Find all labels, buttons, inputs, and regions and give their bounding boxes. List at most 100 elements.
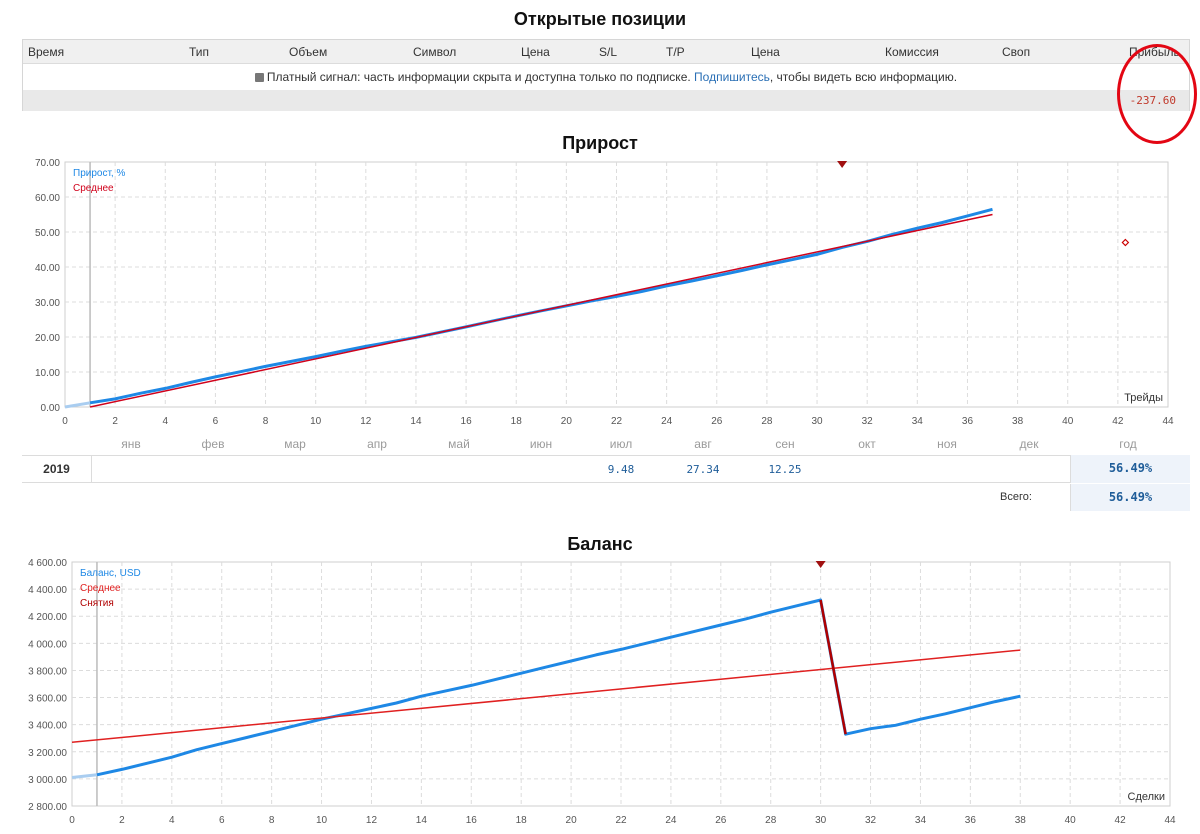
x-tick-label: 26: [711, 416, 723, 427]
value-sep: 12.25: [768, 463, 802, 476]
x-tick-label: 14: [416, 815, 428, 826]
red-circle-annotation: [1117, 44, 1197, 144]
y-tick-label: 3 600.00: [28, 694, 67, 705]
x-tick-label: 42: [1112, 416, 1124, 427]
col-commission[interactable]: Комиссия: [885, 45, 939, 59]
y-tick-label: 50.00: [35, 228, 60, 239]
month-nov: ноя: [937, 437, 957, 451]
x-tick-label: 0: [62, 416, 68, 427]
value-jul: 9.48: [607, 463, 635, 476]
x-tick-label: 28: [761, 416, 773, 427]
series-line: [71, 649, 1021, 744]
y-tick-label: 3 200.00: [28, 748, 67, 759]
series-line: [819, 599, 847, 735]
value-aug: 27.34: [686, 463, 720, 476]
legend-entry: Снятия: [80, 598, 114, 609]
month-jul: июл: [609, 437, 633, 451]
col-swap[interactable]: Своп: [1002, 45, 1031, 59]
series-line: [96, 598, 1021, 777]
month-jan: янв: [121, 437, 141, 451]
grand-total-cell: 56.49%: [1070, 484, 1190, 511]
x-tick-label: 10: [316, 815, 328, 826]
growth-title: Прирост: [562, 133, 638, 153]
month-dec: дек: [1019, 437, 1039, 451]
x-tick-label: 18: [516, 815, 528, 826]
month-jun: июн: [529, 437, 553, 451]
x-tick-label: 36: [965, 815, 977, 826]
x-tick-label: 36: [962, 416, 974, 427]
x-tick-label: 4: [169, 815, 175, 826]
col-symbol[interactable]: Символ: [413, 45, 457, 59]
series-line-start: [71, 773, 98, 779]
x-tick-label: 14: [410, 416, 422, 427]
x-tick-label: 2: [112, 416, 118, 427]
notice-text: Платный сигнал: часть информации скрыта …: [266, 70, 695, 84]
x-tick-label: 16: [466, 815, 478, 826]
x-tick-label: 22: [615, 815, 627, 826]
positions-total-row: -237.60: [23, 90, 1189, 111]
col-tp[interactable]: T/P: [666, 45, 685, 59]
month-apr: апр: [367, 437, 387, 451]
y-tick-label: 0.00: [41, 403, 61, 414]
subscribe-link[interactable]: Подпишитесь: [694, 70, 770, 84]
y-tick-label: 3 000.00: [28, 775, 67, 786]
y-tick-label: 2 800.00: [28, 802, 67, 813]
x-tick-label: 4: [162, 416, 168, 427]
lock-icon: [254, 73, 264, 82]
grand-total-value: 56.49%: [1108, 490, 1153, 504]
y-tick-label: 40.00: [35, 263, 60, 274]
col-sl[interactable]: S/L: [599, 45, 618, 59]
y-tick-label: 10.00: [35, 368, 60, 379]
paid-signal-notice: Платный сигнал: часть информации скрыта …: [23, 64, 1189, 90]
positions-header-row: Время Тип Объем Символ Цена S/L T/P Цена…: [23, 40, 1189, 64]
y-tick-label: 20.00: [35, 333, 60, 344]
series-line: [89, 213, 993, 408]
legend-entry: Прирост, %: [73, 168, 125, 179]
x-tick-label: 42: [1115, 815, 1127, 826]
growth-year-row: 2019 9.48 27.34 12.25: [22, 455, 1190, 483]
month-year: год: [1119, 437, 1137, 451]
y-tick-label: 3 800.00: [28, 666, 67, 677]
x-tick-label: 28: [765, 815, 777, 826]
positions-title: Открытые позиции: [513, 9, 687, 29]
month-feb: фев: [201, 437, 225, 451]
notice-tail: , чтобы видеть всю информацию.: [769, 70, 958, 84]
x-tick-label: 34: [912, 416, 924, 427]
month-mar: мар: [284, 437, 306, 451]
marker-diamond: [1121, 238, 1130, 247]
y-tick-label: 4 400.00: [28, 585, 67, 596]
x-tick-label: 8: [269, 815, 275, 826]
month-aug: авг: [694, 437, 712, 451]
month-sep: сен: [775, 437, 795, 451]
x-tick-label: 6: [219, 815, 225, 826]
col-type[interactable]: Тип: [189, 45, 210, 59]
legend-entry: Среднее: [73, 183, 114, 194]
x-tick-label: 2: [119, 815, 125, 826]
x-tick-label: 38: [1015, 815, 1027, 826]
x-tick-label: 18: [511, 416, 523, 427]
x-tick-label: 26: [715, 815, 727, 826]
x-axis-label: Сделки: [1128, 791, 1166, 803]
year-total-cell: 56.49%: [1070, 455, 1190, 483]
balance-title: Баланс: [567, 534, 633, 554]
x-tick-label: 32: [865, 815, 877, 826]
year-total-value: 56.49%: [1108, 461, 1153, 475]
x-tick-label: 30: [815, 815, 827, 826]
y-tick-label: 4 000.00: [28, 639, 67, 650]
col-time[interactable]: Время: [28, 45, 65, 59]
col-price-current[interactable]: Цена: [751, 45, 780, 59]
year-separator: [91, 456, 92, 483]
x-tick-label: 20: [566, 815, 578, 826]
balance-chart: 0 2 4 6 8 10 12 14 16 18 20 22 24 26 28 30 32 34 36 38 40 42 4…: [28, 558, 1176, 826]
open-positions-table: Время Тип Объем Символ Цена S/L T/P Цена…: [22, 39, 1190, 111]
x-tick-label: 0: [69, 815, 75, 826]
x-tick-label: 40: [1062, 416, 1074, 427]
col-price[interactable]: Цена: [521, 45, 550, 59]
x-tick-label: 20: [561, 416, 573, 427]
x-tick-label: 32: [862, 416, 874, 427]
x-tick-label: 24: [661, 416, 673, 427]
x-tick-label: 24: [665, 815, 677, 826]
col-volume[interactable]: Объем: [289, 45, 328, 59]
y-tick-label: 4 600.00: [28, 558, 67, 569]
month-may: май: [448, 437, 470, 451]
